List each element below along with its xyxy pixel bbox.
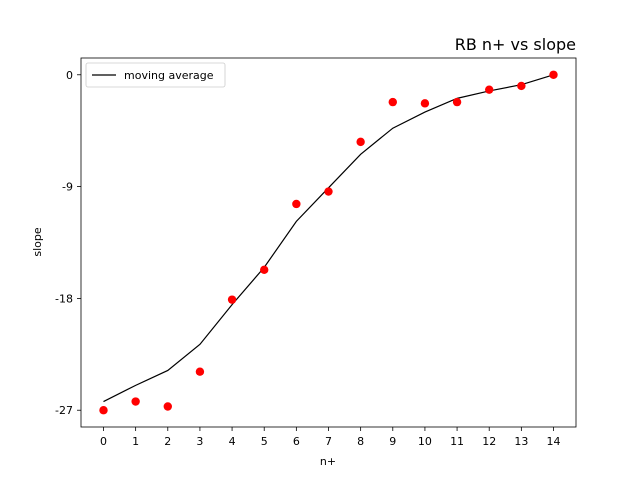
x-tick-label: 3 [196, 435, 203, 448]
x-tick-label: 7 [325, 435, 332, 448]
legend: moving average [85, 62, 226, 88]
x-tick-label: 14 [547, 435, 561, 448]
x-tick-label: 8 [357, 435, 364, 448]
x-tick-label: 4 [229, 435, 236, 448]
data-point [260, 265, 269, 275]
x-tick-label: 0 [100, 435, 107, 448]
data-point [420, 99, 430, 108]
y-axis-label: slope [31, 227, 44, 256]
x-axis-label: n+ [320, 455, 336, 468]
y-tick-label: -9 [62, 181, 73, 194]
legend-label: moving average [124, 69, 214, 82]
data-point [195, 367, 205, 376]
data-point [227, 295, 237, 304]
data-point [324, 187, 333, 196]
x-tick-label: 1 [132, 435, 139, 448]
x-tick-label: 2 [164, 435, 171, 448]
x-tick-label: 6 [293, 435, 300, 448]
data-point [388, 97, 397, 107]
data-point [99, 406, 108, 415]
x-tick-label: 13 [514, 435, 528, 448]
data-point [549, 70, 558, 79]
plot-area: 0 1 2 3 4 5 6 7 8 9 10 11 12 13 14-27-18-90 [55, 57, 577, 448]
axes-frame [80, 57, 577, 428]
data-point [163, 402, 172, 411]
legend-box [85, 62, 226, 88]
y-tick-label: -18 [55, 292, 73, 305]
x-tick-label: 12 [482, 435, 496, 448]
data-point [452, 97, 462, 107]
x-tick-label: 9 [389, 435, 396, 448]
data-point [485, 85, 494, 94]
data-point [517, 81, 526, 91]
x-tick-label: 11 [450, 435, 464, 448]
y-tick-label: 0 [66, 69, 73, 82]
y-tick-label: -27 [55, 404, 73, 417]
chart-title: RB n+ vs slope [455, 35, 576, 54]
x-tick-label: 5 [261, 435, 268, 448]
x-tick-label: 10 [418, 435, 432, 448]
data-point [292, 199, 301, 209]
data-point [131, 397, 140, 406]
data-point [356, 137, 365, 147]
